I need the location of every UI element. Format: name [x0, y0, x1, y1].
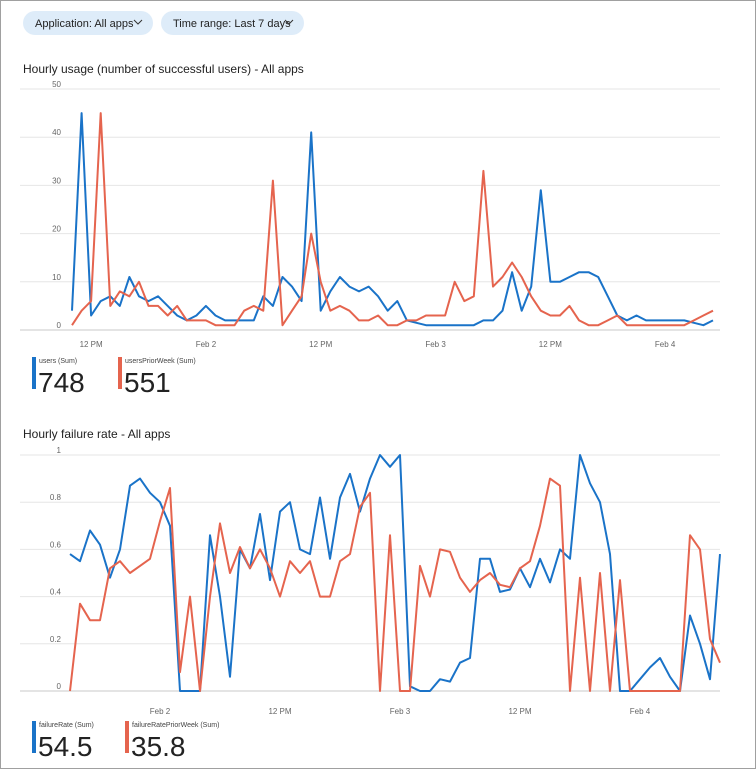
x-tick-label: Feb 4 — [655, 340, 676, 349]
y-tick-label: 30 — [52, 176, 61, 185]
y-tick-label: 50 — [52, 80, 61, 89]
chart-title: Hourly usage (number of successful users… — [23, 62, 304, 76]
summary-value: 748 — [38, 367, 85, 398]
y-tick-label: 40 — [52, 128, 61, 137]
legend-swatch — [125, 721, 129, 753]
y-tick-label: 0 — [57, 682, 62, 691]
series-line — [71, 112, 714, 327]
y-tick-label: 0.8 — [50, 493, 62, 502]
application-filter[interactable]: Application: All apps — [23, 11, 153, 35]
x-tick-label: Feb 3 — [390, 707, 411, 716]
x-tick-label: Feb 2 — [150, 707, 171, 716]
pill — [161, 11, 304, 35]
pill — [23, 11, 153, 35]
x-tick-label: 12 PM — [539, 340, 562, 349]
legend-name: failureRate (Sum) — [39, 722, 94, 729]
legend-name: failureRatePriorWeek (Sum) — [132, 722, 219, 729]
y-tick-label: 0.2 — [50, 635, 62, 644]
x-tick-label: Feb 3 — [425, 340, 446, 349]
series-line — [71, 112, 714, 327]
x-tick-label: Feb 4 — [630, 707, 651, 716]
x-tick-label: 12 PM — [268, 707, 291, 716]
y-tick-label: 20 — [52, 225, 61, 234]
time-range-filter[interactable]: Time range: Last 7 days — [161, 11, 304, 35]
filter-label: Time range: Last 7 days — [173, 18, 291, 30]
legend-swatch — [32, 721, 36, 753]
filter-label: Application: All apps — [35, 18, 134, 30]
chevron — [284, 19, 294, 25]
series-line — [69, 454, 721, 692]
summary-value: 35.8 — [131, 731, 186, 762]
summary-value: 54.5 — [38, 731, 93, 762]
x-tick-label: 12 PM — [80, 340, 103, 349]
legend-name: users (Sum) — [39, 358, 77, 365]
series-line — [69, 477, 721, 692]
legend-name: usersPriorWeek (Sum) — [125, 358, 196, 365]
y-tick-label: 0.6 — [50, 540, 62, 549]
y-tick-label: 0.4 — [50, 588, 62, 597]
summary-value: 551 — [124, 367, 171, 398]
chevron — [133, 19, 143, 25]
x-tick-label: 12 PM — [508, 707, 531, 716]
y-tick-label: 1 — [57, 446, 62, 455]
chart-title: Hourly failure rate - All apps — [23, 427, 170, 441]
legend-swatch — [32, 357, 36, 389]
x-tick-label: Feb 2 — [196, 340, 217, 349]
y-tick-label: 10 — [52, 273, 61, 282]
y-tick-label: 0 — [57, 321, 62, 330]
legend-swatch — [118, 357, 122, 389]
x-tick-label: 12 PM — [309, 340, 332, 349]
